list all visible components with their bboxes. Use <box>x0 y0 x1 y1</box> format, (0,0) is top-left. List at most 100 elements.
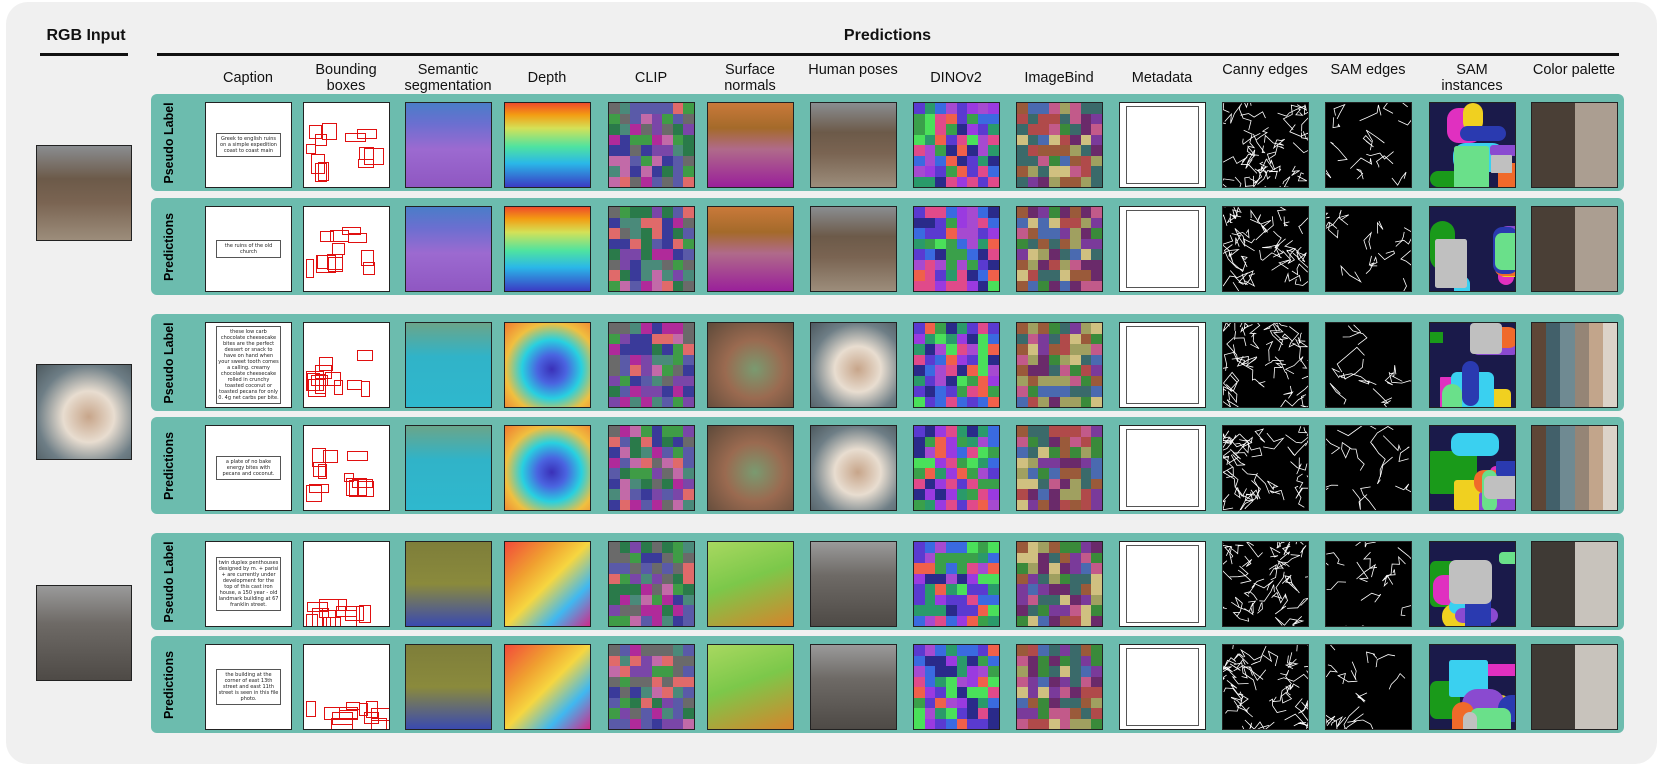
column-header-color-palette: Color palette <box>1532 62 1616 78</box>
tile-color-palette <box>1531 206 1618 292</box>
palette-swatch <box>1602 426 1617 510</box>
tile-dinov2 <box>913 644 1000 730</box>
palette-swatch <box>1532 207 1575 291</box>
tile-caption: a plate of no bake energy bites with pec… <box>205 425 292 511</box>
tile-clip <box>608 425 695 511</box>
tile-metadata <box>1119 644 1206 730</box>
column-header-surface-normals: Surface normals <box>724 62 776 94</box>
row-label: Predictions <box>151 636 187 733</box>
column-header-bounding-boxes: Bounding boxes <box>315 62 377 94</box>
caption-text: twin duplex penthouses designed by m. + … <box>216 557 281 611</box>
tile-caption: the building at the corner of east 13th … <box>205 644 292 730</box>
tile-canny-edges <box>1222 644 1309 730</box>
tile-surface-normals <box>707 644 794 730</box>
tile-caption: twin duplex penthouses designed by m. + … <box>205 541 292 627</box>
row-label-text: Pseudo Label <box>162 321 176 404</box>
tile-sam-instances <box>1429 541 1516 627</box>
tile-imagebind <box>1016 425 1103 511</box>
palette-swatch <box>1560 323 1575 407</box>
tile-dinov2 <box>913 425 1000 511</box>
tile-sam-edges <box>1325 541 1412 627</box>
caption-text: a plate of no bake energy bites with pec… <box>216 456 281 480</box>
metadata-text-block <box>1126 210 1199 288</box>
rgb-input-image-ruins <box>36 145 132 241</box>
row-label: Pseudo Label <box>151 94 187 191</box>
palette-swatch <box>1532 323 1547 407</box>
row-label: Predictions <box>151 417 187 514</box>
row-label-text: Predictions <box>162 650 176 719</box>
tile-imagebind <box>1016 206 1103 292</box>
metadata-text-block <box>1126 648 1199 726</box>
caption-text: the building at the corner of east 13th … <box>216 669 281 705</box>
tile-sam-instances <box>1429 644 1516 730</box>
row-label-text: Predictions <box>162 431 176 500</box>
tile-dinov2 <box>913 541 1000 627</box>
tile-surface-normals <box>707 425 794 511</box>
palette-swatch <box>1546 426 1561 510</box>
row-label-text: Predictions <box>162 212 176 281</box>
tile-caption: the ruins of the old church <box>205 206 292 292</box>
tile-semantic-segmentation <box>405 541 492 627</box>
metadata-text-block <box>1126 545 1199 623</box>
tile-canny-edges <box>1222 102 1309 188</box>
row-label: Predictions <box>151 198 187 295</box>
tile-color-palette <box>1531 102 1618 188</box>
tile-bounding-boxes <box>303 644 390 730</box>
tile-sam-instances <box>1429 102 1516 188</box>
tile-semantic-segmentation <box>405 425 492 511</box>
predictions-rule <box>157 53 1619 56</box>
tile-caption: Greek to english ruins on a simple exped… <box>205 102 292 188</box>
tile-sam-instances <box>1429 425 1516 511</box>
tile-human-poses <box>810 541 897 627</box>
tile-caption: these low carb chocolate cheesecake bite… <box>205 322 292 408</box>
pseudo-label-row-building: Pseudo Label twin duplex penthouses desig… <box>151 533 1624 630</box>
palette-swatch <box>1574 103 1617 187</box>
tile-surface-normals <box>707 322 794 408</box>
column-header-caption: Caption <box>223 70 273 86</box>
palette-swatch <box>1546 323 1561 407</box>
tile-canny-edges <box>1222 425 1309 511</box>
caption-text: Greek to english ruins on a simple exped… <box>216 133 281 157</box>
tile-canny-edges <box>1222 322 1309 408</box>
palette-swatch <box>1532 103 1575 187</box>
tile-color-palette <box>1531 644 1618 730</box>
rgb-input-image-food <box>36 364 132 460</box>
tile-clip <box>608 102 695 188</box>
palette-swatch <box>1532 426 1547 510</box>
metadata-text-block <box>1126 326 1199 404</box>
tile-depth <box>504 541 591 627</box>
column-header-clip: CLIP <box>634 70 668 86</box>
tile-bounding-boxes <box>303 425 390 511</box>
row-label-text: Pseudo Label <box>162 540 176 623</box>
tile-semantic-segmentation <box>405 322 492 408</box>
palette-swatch <box>1574 426 1590 510</box>
tile-depth <box>504 322 591 408</box>
tile-metadata <box>1119 425 1206 511</box>
tile-metadata <box>1119 541 1206 627</box>
tile-clip <box>608 644 695 730</box>
tile-semantic-segmentation <box>405 644 492 730</box>
tile-surface-normals <box>707 206 794 292</box>
metadata-text-block <box>1126 429 1199 507</box>
predictions-row-food: Predictions a plate of no bake energy bit… <box>151 417 1624 514</box>
caption-text: the ruins of the old church <box>216 240 281 258</box>
tile-sam-instances <box>1429 322 1516 408</box>
tile-sam-edges <box>1325 425 1412 511</box>
row-label-text: Pseudo Label <box>162 101 176 184</box>
column-header-canny-edges: Canny edges <box>1222 62 1308 78</box>
tile-depth <box>504 644 591 730</box>
caption-text: these low carb chocolate cheesecake bite… <box>216 326 281 404</box>
tile-bounding-boxes <box>303 541 390 627</box>
palette-swatch <box>1532 645 1575 729</box>
palette-swatch <box>1574 645 1617 729</box>
rgb-input-image-building <box>36 585 132 681</box>
tile-sam-edges <box>1325 322 1412 408</box>
palette-swatch <box>1602 323 1617 407</box>
palette-swatch <box>1574 323 1590 407</box>
column-header-imagebind: ImageBind <box>1024 70 1094 86</box>
tile-canny-edges <box>1222 206 1309 292</box>
tile-sam-instances <box>1429 206 1516 292</box>
tile-sam-edges <box>1325 644 1412 730</box>
column-header-semantic-segmentation: Semantic segmentation <box>404 62 492 94</box>
row-label: Pseudo Label <box>151 533 187 630</box>
